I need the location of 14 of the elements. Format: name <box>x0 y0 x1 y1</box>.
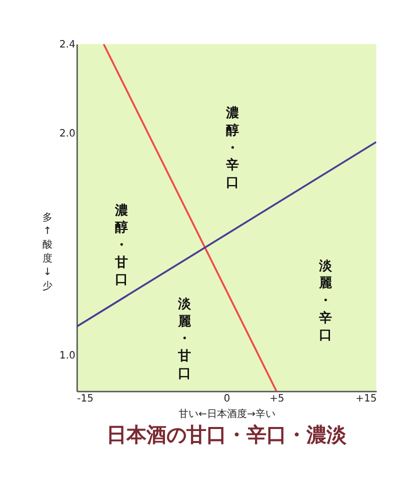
x-axis-title: 甘い←日本酒度→辛い <box>178 408 276 420</box>
y-axis-title: 多↑酸度↓少 <box>42 211 52 292</box>
y-tick-label: 2.4 <box>59 39 76 50</box>
y-tick-label: 1.0 <box>59 350 76 362</box>
annotation: 淡麗・甘口 <box>177 297 192 382</box>
x-tick-label: +15 <box>356 394 377 405</box>
y-tick-label: 2.0 <box>59 128 76 140</box>
x-tick-label: +5 <box>269 394 284 405</box>
annotation: 濃醇・甘口 <box>114 203 128 288</box>
annotation: 淡麗・辛口 <box>318 258 333 344</box>
annotation: 濃醇・辛口 <box>224 106 239 191</box>
x-tick-label: -15 <box>77 394 94 405</box>
x-tick-label: 0 <box>224 394 230 405</box>
text: 日本酒の甘口・辛口・濃淡 <box>106 422 348 446</box>
